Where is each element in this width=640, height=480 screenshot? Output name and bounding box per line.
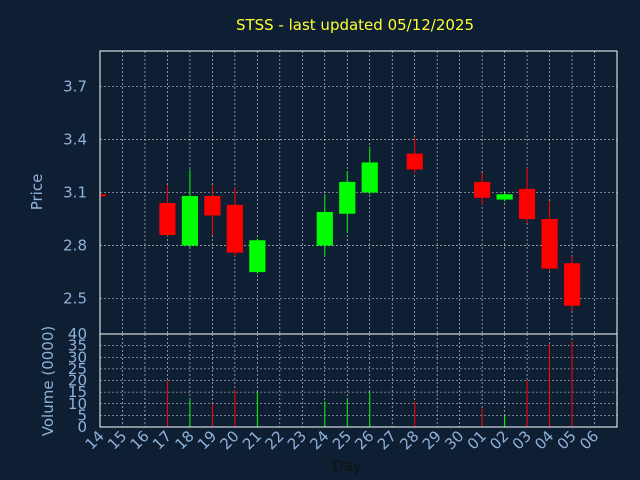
volume-axis-label: Volume (0000) <box>39 326 57 436</box>
price-tick-label: 3.4 <box>63 130 87 148</box>
volume-tick-label: 30 <box>68 348 87 366</box>
volume-tick-label: 40 <box>68 325 87 343</box>
candle-body <box>361 162 378 193</box>
candle-body <box>159 203 176 235</box>
volume-tick-label: 0 <box>77 418 87 436</box>
price-tick-label: 2.5 <box>63 290 87 308</box>
volume-tick-label: 10 <box>68 395 87 413</box>
candle-body <box>563 263 581 306</box>
candle-body <box>226 204 243 253</box>
candle-body <box>100 194 106 197</box>
x-axis: 1415161718192021222324252627282930010203… <box>82 427 603 453</box>
chart-title: STSS - last updated 05/12/2025 <box>236 16 474 34</box>
candle-body <box>518 188 536 220</box>
candle-body <box>316 211 333 246</box>
volume-tick-label: 20 <box>68 372 87 390</box>
candle-body <box>406 153 423 170</box>
price-tick-label: 3.1 <box>63 184 87 202</box>
x-tick-label: 06 <box>576 427 602 453</box>
x-axis-label: Day <box>332 457 362 475</box>
price-tick-label: 2.8 <box>63 237 87 255</box>
candle-body <box>339 181 356 214</box>
candle-body <box>249 240 266 273</box>
candle-body <box>496 194 513 200</box>
price-axis-label: Price <box>28 174 46 211</box>
candle-body <box>474 181 491 198</box>
candle-body <box>204 196 221 216</box>
candle-body <box>181 196 199 246</box>
volume-tick-label: 5 <box>77 406 87 424</box>
volume-tick-label: 35 <box>68 337 87 355</box>
price-panel: 2.5 2.8 3.1 3.4 3.7 <box>63 50 618 335</box>
candle-body <box>541 219 558 269</box>
price-tick-label: 3.7 <box>63 77 87 95</box>
volume-tick-label: 15 <box>68 383 87 401</box>
volume-frame <box>99 333 618 428</box>
volume-tick-label: 25 <box>68 360 87 378</box>
